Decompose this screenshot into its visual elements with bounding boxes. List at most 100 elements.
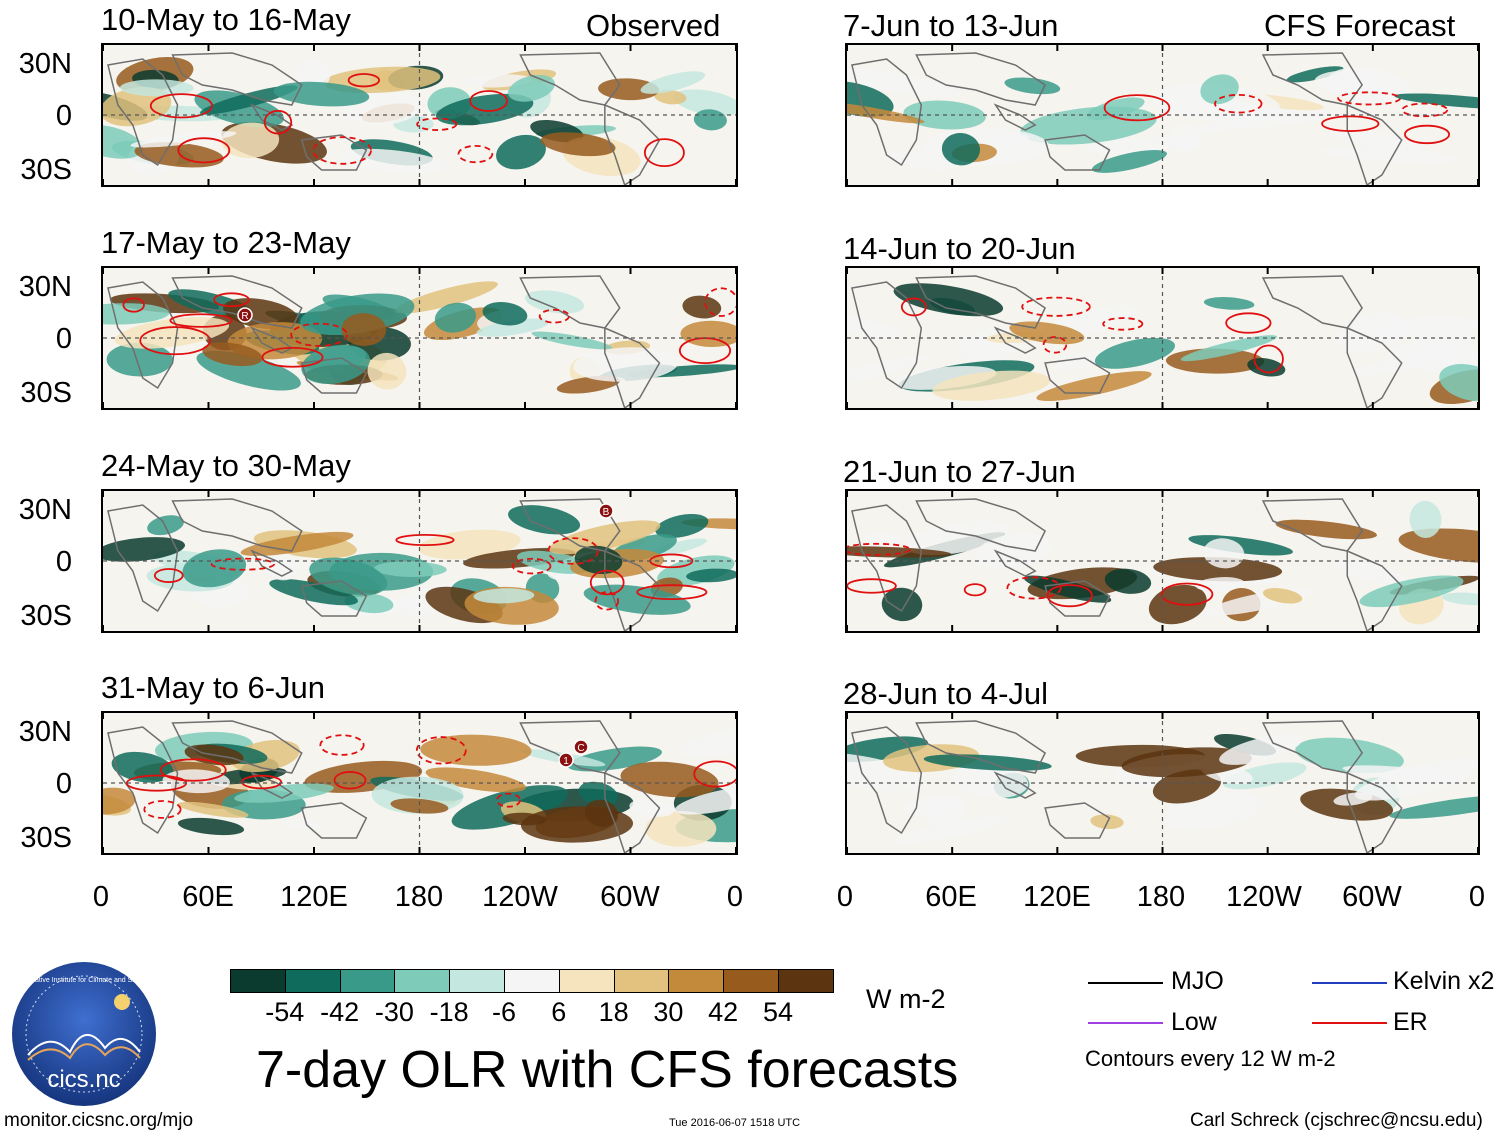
olr-anomaly-region bbox=[425, 767, 526, 793]
lat-label-30s: 30S bbox=[20, 600, 72, 632]
er-contour bbox=[963, 583, 987, 597]
cics-logo-icon: cics.nc Cooperative Institute for Climat… bbox=[12, 962, 156, 1106]
coastline bbox=[1346, 771, 1403, 853]
lat-label-30n: 30N bbox=[18, 48, 72, 80]
er-contour bbox=[1042, 336, 1068, 354]
olr-anomaly-region bbox=[1121, 747, 1252, 778]
legend-label-kelvin: Kelvin x2 bbox=[1393, 967, 1495, 995]
olr-anomaly-region bbox=[240, 531, 354, 556]
olr-anomaly-region bbox=[279, 817, 323, 830]
coastline bbox=[171, 498, 303, 552]
er-contour bbox=[847, 578, 897, 594]
colorbar-swatch bbox=[558, 969, 615, 993]
storm-marker: C bbox=[573, 739, 589, 755]
olr-anomaly-region bbox=[654, 89, 687, 105]
olr-anomaly-region bbox=[680, 320, 736, 348]
legend-line-mjo bbox=[1088, 982, 1163, 984]
coastline bbox=[851, 504, 923, 613]
olr-anomaly-region bbox=[1104, 568, 1152, 594]
legend-line-kelvin bbox=[1312, 982, 1387, 984]
olr-anomaly-region bbox=[893, 816, 1010, 844]
er-contour bbox=[122, 297, 145, 313]
map-canvas: C1 bbox=[103, 713, 736, 853]
olr-anomaly-region bbox=[1086, 97, 1145, 121]
er-contour bbox=[643, 138, 685, 168]
olr-anomaly-region bbox=[473, 588, 535, 604]
coastline bbox=[851, 281, 923, 390]
er-contour bbox=[1225, 312, 1272, 334]
lon-label: 180 bbox=[1136, 881, 1186, 913]
coastline bbox=[1261, 498, 1364, 552]
olr-anomaly-region bbox=[881, 587, 923, 622]
olr-anomaly-region bbox=[301, 344, 370, 384]
lat-label-eq: 0 bbox=[55, 100, 72, 132]
coastline bbox=[1346, 326, 1403, 408]
legend-line-er bbox=[1312, 1022, 1387, 1024]
footer-url[interactable]: monitor.cicsnc.org/mjo bbox=[4, 1110, 194, 1131]
map-canvas: R bbox=[103, 268, 736, 408]
er-contour bbox=[511, 557, 552, 575]
coastline bbox=[915, 52, 1047, 106]
olr-anomaly-region bbox=[847, 355, 928, 391]
panel-title-fc-3: 21-Jun to 27-Jun bbox=[843, 454, 1076, 489]
coastline bbox=[519, 52, 621, 106]
olr-anomaly-region bbox=[103, 537, 185, 562]
olr-anomaly-region bbox=[309, 557, 388, 596]
olr-anomaly-region bbox=[686, 568, 736, 583]
olr-anomaly-region bbox=[1180, 335, 1278, 362]
coastline bbox=[107, 58, 179, 167]
map-canvas: B bbox=[103, 491, 736, 631]
colorbar-label: -18 bbox=[429, 997, 469, 1027]
coastline bbox=[851, 58, 923, 167]
colorbar-swatch bbox=[339, 969, 396, 993]
olr-anomaly-region bbox=[103, 86, 172, 127]
coastline bbox=[993, 549, 1037, 577]
er-contour bbox=[1046, 584, 1093, 608]
er-contour bbox=[636, 584, 708, 601]
coastline bbox=[915, 498, 1047, 552]
coastline bbox=[250, 549, 294, 577]
lon-label: 180 bbox=[394, 881, 444, 913]
olr-anomaly-region bbox=[323, 66, 441, 94]
olr-anomaly-region bbox=[1036, 371, 1152, 402]
olr-anomaly-region bbox=[344, 592, 394, 614]
lat-label-30n: 30N bbox=[18, 494, 72, 526]
map-canvas bbox=[847, 491, 1478, 631]
olr-anomaly-region bbox=[682, 295, 722, 319]
colorbar-swatch bbox=[230, 969, 286, 993]
olr-anomaly-region bbox=[847, 315, 904, 339]
coastline bbox=[171, 52, 303, 106]
er-contour bbox=[347, 73, 381, 88]
er-contour bbox=[263, 109, 293, 135]
er-contour bbox=[213, 292, 250, 308]
olr-anomaly-region bbox=[114, 317, 230, 349]
olr-anomaly-region bbox=[1328, 129, 1424, 152]
lon-label: 0 bbox=[726, 881, 744, 913]
olr-anomaly-region bbox=[496, 134, 546, 170]
olr-anomaly-region bbox=[640, 71, 706, 94]
panel-title-obs-1: 10-May to 16-May bbox=[101, 2, 351, 37]
olr-anomaly-region bbox=[476, 318, 549, 337]
lon-label: 0 bbox=[1468, 881, 1486, 913]
legend-label-low: Low bbox=[1171, 1008, 1217, 1036]
olr-anomaly-region bbox=[1286, 66, 1344, 83]
coastline bbox=[1346, 103, 1403, 185]
olr-anomaly-region bbox=[269, 578, 358, 606]
er-contour bbox=[395, 533, 455, 547]
olr-anomaly-region bbox=[482, 302, 528, 326]
olr-anomaly-region bbox=[1200, 74, 1239, 105]
er-contour bbox=[261, 346, 324, 368]
olr-anomaly-region bbox=[584, 799, 618, 828]
olr-anomaly-region bbox=[234, 783, 334, 803]
olr-anomaly-region bbox=[629, 798, 675, 818]
colorbar-label: 42 bbox=[708, 997, 739, 1027]
colorbar-label: 18 bbox=[598, 997, 629, 1027]
lon-label: 0 bbox=[836, 881, 854, 913]
olr-anomaly-region bbox=[103, 124, 143, 159]
olr-anomaly-region bbox=[1320, 146, 1455, 164]
olr-anomaly-region bbox=[1004, 77, 1061, 95]
map-canvas bbox=[847, 713, 1478, 853]
coastline bbox=[250, 771, 294, 799]
coastline bbox=[604, 326, 661, 408]
